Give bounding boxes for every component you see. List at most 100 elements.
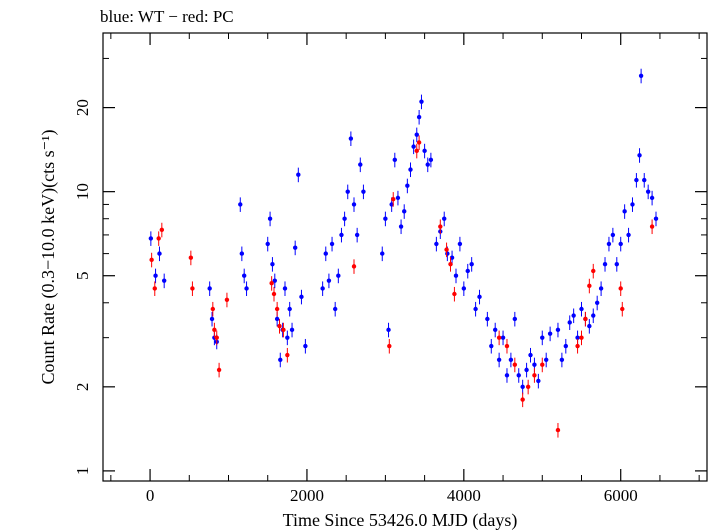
data-point — [329, 241, 335, 247]
data-point — [626, 232, 631, 238]
data-point — [622, 209, 627, 214]
data-point — [638, 73, 644, 78]
data-point — [395, 195, 401, 201]
chart-title: blue: WT − red: PC — [100, 7, 234, 26]
data-point — [387, 343, 392, 349]
axis-ticks — [103, 33, 707, 481]
data-point — [649, 224, 655, 229]
data-point — [207, 286, 212, 291]
data-point — [469, 261, 474, 267]
data-point — [320, 286, 325, 291]
data-point — [416, 140, 422, 145]
data-point — [532, 362, 537, 367]
data-point — [540, 362, 545, 367]
x-tick-label: 6000 — [604, 486, 638, 505]
data-point — [444, 247, 449, 252]
data-point — [445, 251, 450, 256]
data-point — [419, 99, 424, 104]
y-tick-label: 20 — [73, 99, 92, 116]
data-point — [614, 261, 619, 267]
data-point — [591, 313, 596, 318]
data-point — [653, 216, 659, 221]
data-point — [524, 367, 529, 373]
data-point — [520, 397, 525, 402]
data-point — [267, 216, 273, 221]
data-point — [277, 323, 282, 329]
data-point — [532, 373, 537, 378]
data-point — [148, 236, 154, 241]
data-point — [216, 367, 222, 373]
plot-frame — [102, 32, 708, 482]
data-point — [500, 335, 506, 340]
data-point — [238, 202, 243, 207]
data-point — [618, 241, 623, 247]
data-point — [489, 343, 494, 349]
data-point — [274, 306, 280, 312]
data-point — [618, 286, 623, 291]
data-point — [289, 327, 295, 333]
data-point — [528, 352, 533, 358]
data-point — [579, 306, 584, 312]
data-point — [282, 286, 288, 291]
data-point — [645, 189, 651, 194]
data-point — [536, 378, 541, 384]
x-tick-label: 2000 — [290, 486, 324, 505]
data-point — [594, 300, 600, 305]
data-point — [153, 273, 158, 278]
data-point — [540, 335, 545, 340]
data-point — [361, 189, 366, 194]
data-point — [587, 283, 592, 289]
data-point — [555, 427, 561, 433]
data-point — [575, 343, 580, 349]
data-point — [281, 327, 286, 333]
data-point — [637, 153, 642, 158]
data-point — [287, 306, 292, 312]
data-point — [152, 286, 157, 291]
data-point — [516, 373, 521, 378]
data-point — [520, 384, 525, 390]
x-tick-label: 4000 — [447, 486, 481, 505]
data-point — [408, 167, 413, 172]
data-point — [504, 343, 510, 349]
data-point — [547, 331, 553, 336]
data-point — [610, 232, 616, 238]
data-point — [598, 286, 604, 291]
data-point — [425, 162, 430, 167]
data-point — [571, 313, 576, 318]
data-point — [591, 268, 596, 274]
data-point — [292, 245, 298, 250]
data-point — [190, 286, 195, 291]
data-point — [634, 177, 639, 183]
data-point — [303, 343, 308, 349]
data-point — [398, 224, 404, 229]
data-point — [453, 273, 459, 278]
data-point — [239, 251, 245, 256]
data-point — [567, 320, 572, 325]
data-point — [214, 335, 219, 340]
y-tick-label: 1 — [73, 467, 92, 476]
data-series — [148, 68, 659, 438]
data-point — [210, 306, 216, 312]
data-point — [512, 316, 518, 322]
data-point — [575, 335, 580, 340]
data-point — [465, 268, 470, 274]
y-tick-label: 10 — [73, 183, 92, 200]
data-point — [157, 251, 162, 256]
data-point — [380, 251, 385, 256]
data-point — [512, 362, 518, 367]
data-point — [339, 232, 344, 238]
data-point — [543, 357, 549, 362]
data-point — [270, 261, 275, 267]
data-point — [269, 281, 274, 286]
data-point — [244, 286, 249, 291]
data-point — [323, 251, 328, 256]
data-point — [299, 294, 304, 300]
data-point — [296, 172, 301, 177]
data-point — [241, 273, 247, 278]
data-point — [649, 195, 655, 201]
data-point — [285, 335, 290, 340]
data-point — [336, 273, 341, 278]
data-point — [392, 157, 398, 163]
data-point — [563, 343, 569, 349]
data-point — [606, 241, 612, 247]
